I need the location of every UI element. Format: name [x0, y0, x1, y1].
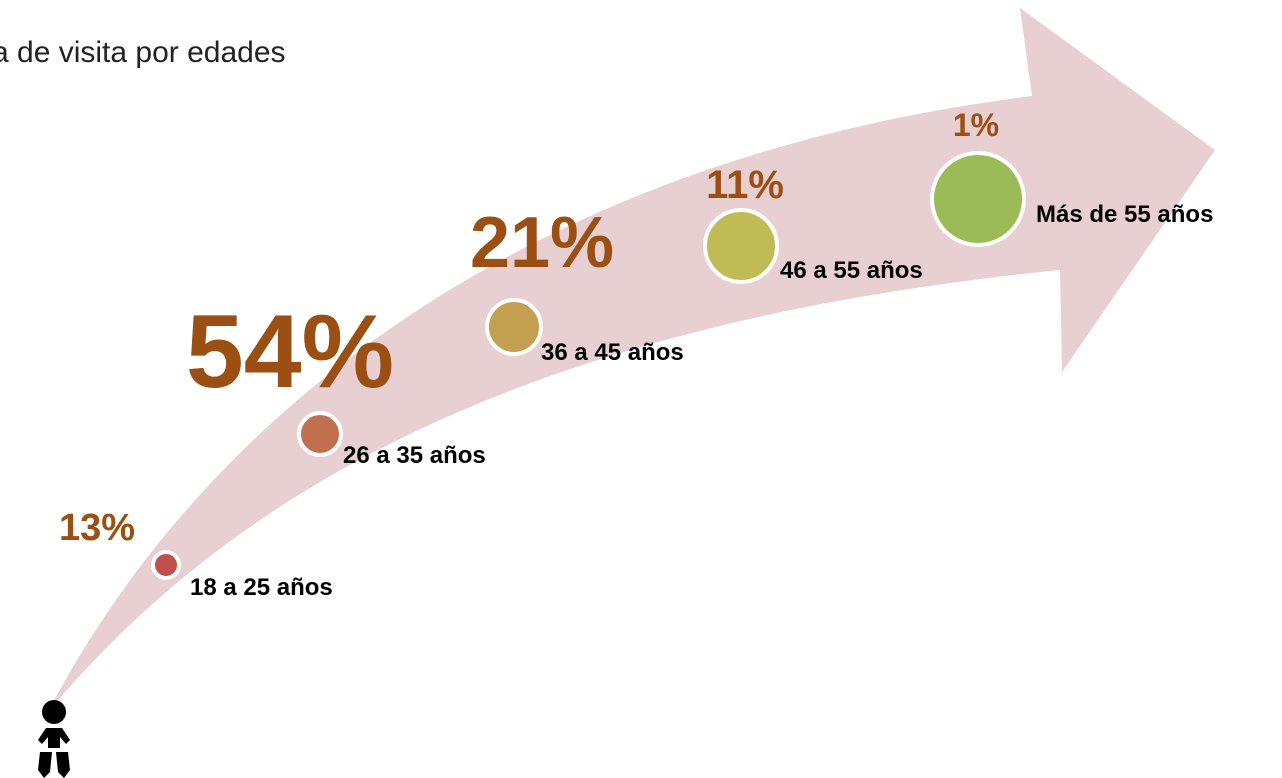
percent-label: 13% — [59, 507, 135, 549]
age-marker — [930, 151, 1026, 247]
baby-icon — [38, 700, 70, 778]
percent-label: 1% — [953, 107, 999, 143]
age-label: 18 a 25 años — [190, 574, 333, 601]
age-marker — [151, 550, 181, 580]
age-label: Más de 55 años — [1036, 201, 1213, 228]
age-label: 26 a 35 años — [343, 442, 486, 469]
percent-label: 11% — [706, 163, 784, 207]
title: a de visita por edades — [0, 36, 286, 69]
age-marker — [703, 208, 779, 284]
percent-label: 21% — [470, 203, 614, 283]
age-label: 36 a 45 años — [541, 339, 684, 366]
age-marker — [485, 298, 543, 356]
arrow — [48, 8, 1215, 712]
age-label: 46 a 55 años — [780, 257, 923, 284]
groups: 18 a 25 años 13% 26 a 35 años 54% 36 a 45 añ… — [59, 107, 1213, 601]
age-marker — [297, 411, 343, 457]
percent-label: 54% — [186, 294, 394, 410]
